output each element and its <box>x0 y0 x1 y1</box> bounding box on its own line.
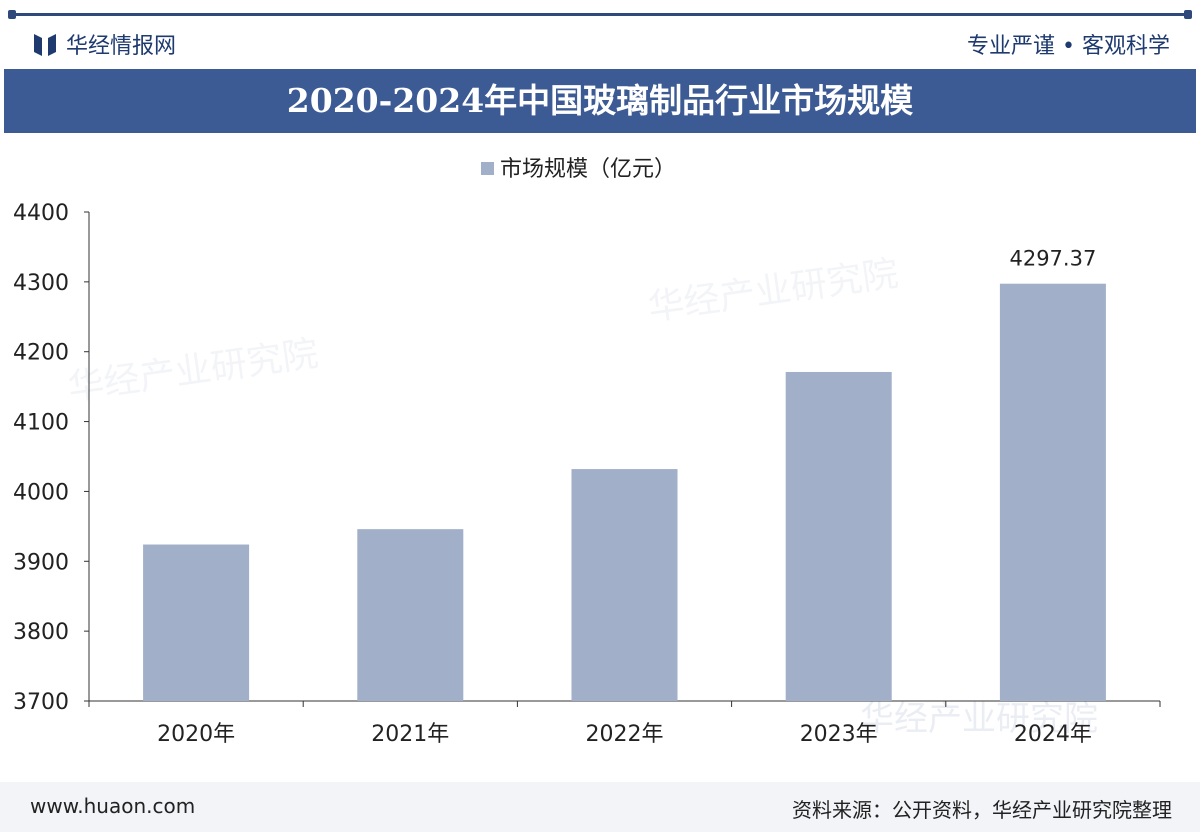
top-rule <box>8 10 1192 19</box>
legend-label: 市场规模（亿元） <box>500 157 676 182</box>
brand-logo: 华经情报网 <box>34 28 176 60</box>
watermark: 华经产业研究院 <box>860 699 1098 739</box>
brand-name: 华经情报网 <box>66 34 177 59</box>
website-link[interactable]: www.huaon.com <box>30 794 196 818</box>
bar-2021年 <box>357 529 464 701</box>
logo-icon <box>34 34 56 56</box>
bar-2023年 <box>785 371 892 701</box>
y-tick-label: 4300 <box>13 271 69 296</box>
footer: www.huaon.com 资料来源：公开资料，华经产业研究院整理 <box>0 782 1200 832</box>
x-tick-label: 2022年 <box>586 722 664 747</box>
bar-2024年 <box>999 283 1106 701</box>
x-tick-label: 2021年 <box>371 722 449 747</box>
data-label: 4297.37 <box>1009 247 1096 271</box>
y-tick-label: 4100 <box>13 411 69 436</box>
watermark: 华经产业研究院 <box>66 333 321 409</box>
bar-chart: 华经产业研究院 华经产业研究院 华经产业研究院 市场规模（亿元） 3700 380… <box>13 157 1161 747</box>
y-tick-label: 3700 <box>13 690 69 715</box>
x-tick-label: 2024年 <box>1014 722 1092 747</box>
source-note: 资料来源：公开资料，华经产业研究院整理 <box>792 798 1172 822</box>
y-tick-label: 4200 <box>13 341 69 366</box>
bar-2022年 <box>571 469 678 701</box>
x-tick-label: 2023年 <box>800 722 878 747</box>
y-tick-label: 3900 <box>13 550 69 575</box>
watermark: 华经产业研究院 <box>646 253 901 329</box>
slogan: 专业严谨 • 客观科学 <box>967 34 1170 59</box>
y-tick-label: 4400 <box>13 201 69 226</box>
chart-title: 2020-2024年中国玻璃制品行业市场规模 <box>4 69 1196 133</box>
y-tick-label: 4000 <box>13 480 69 505</box>
y-tick-label: 3800 <box>13 620 69 645</box>
bar-2020年 <box>143 544 250 701</box>
legend-swatch <box>481 162 494 175</box>
x-tick-label: 2020年 <box>157 722 235 747</box>
